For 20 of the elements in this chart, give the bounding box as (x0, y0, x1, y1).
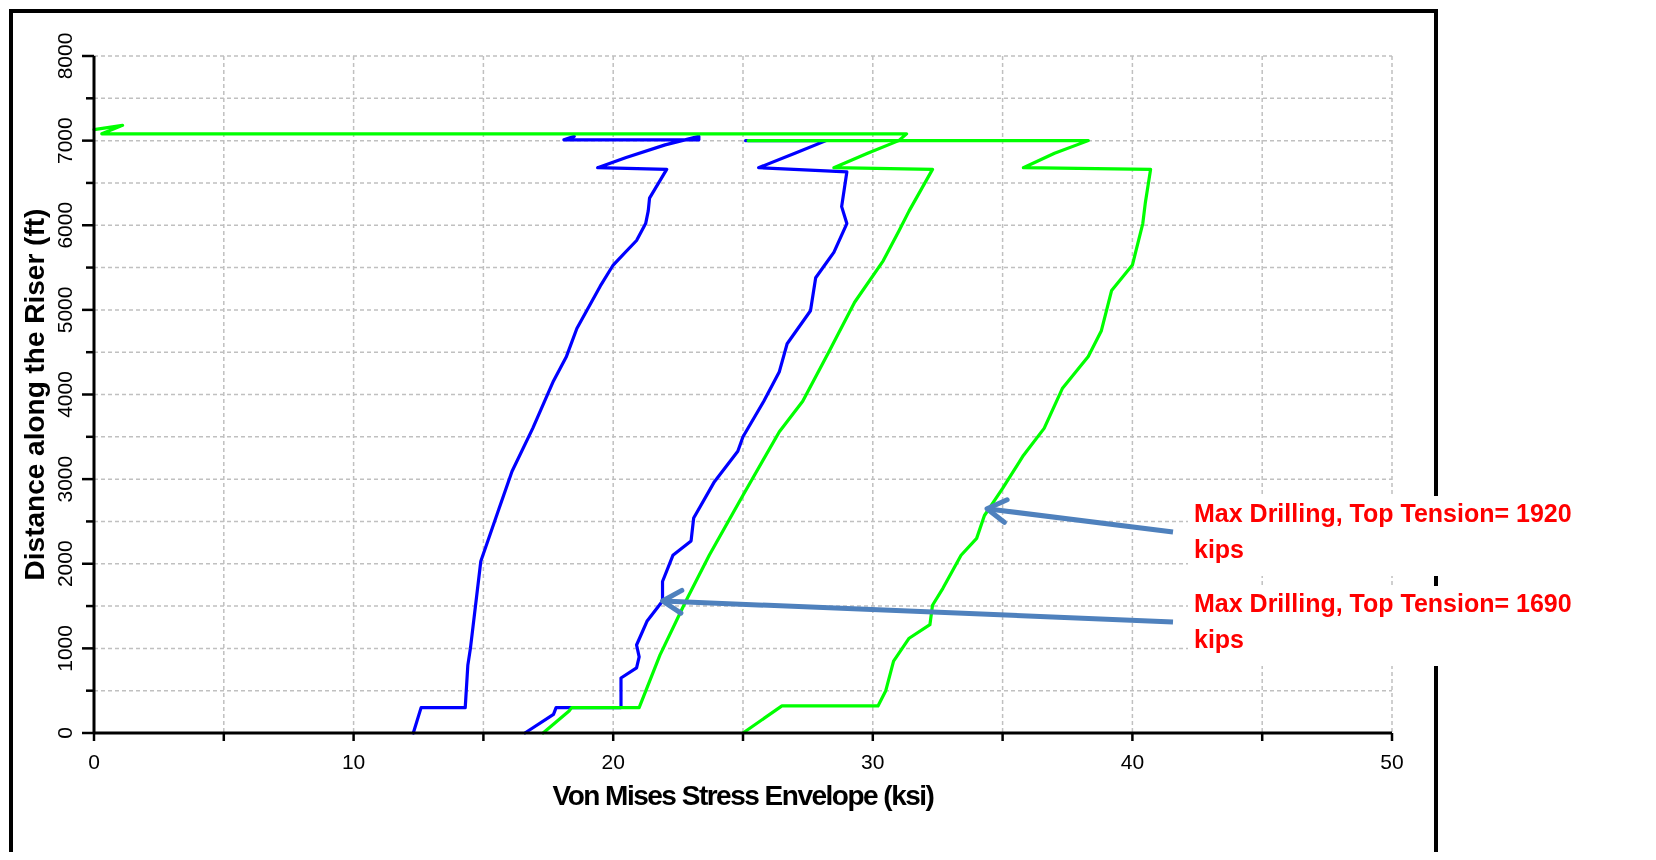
annotation: Max Drilling, Top Tension= 1920 kips (1194, 499, 1572, 563)
line-series (411, 134, 701, 735)
y-tick-label: 3000 (53, 455, 76, 503)
annotation: Max Drilling, Top Tension= 1690 kips (1194, 589, 1572, 653)
y-tick-label: 5000 (53, 286, 76, 334)
x-tick-label: 20 (601, 750, 625, 773)
x-tick-label: 10 (341, 750, 366, 773)
x-tick-label: 0 (88, 750, 100, 773)
y-tick-label: 2000 (53, 540, 76, 588)
x-axis-title: Von Mises Stress Envelope (ksi) (552, 780, 934, 811)
y-tick-label: 1000 (53, 625, 76, 672)
y-tick-label: 4000 (53, 371, 76, 418)
x-tick-label: 50 (1380, 750, 1404, 773)
y-tick-label: 8000 (53, 32, 76, 80)
y-tick-label: 6000 (53, 201, 76, 249)
y-tick-label: 7000 (53, 117, 76, 164)
x-tick-label: 30 (861, 750, 885, 773)
y-tick-label: 0 (53, 727, 76, 739)
x-tick-label: 40 (1120, 750, 1145, 773)
y-axis-title: Distance along the Riser (ft) (19, 208, 50, 581)
